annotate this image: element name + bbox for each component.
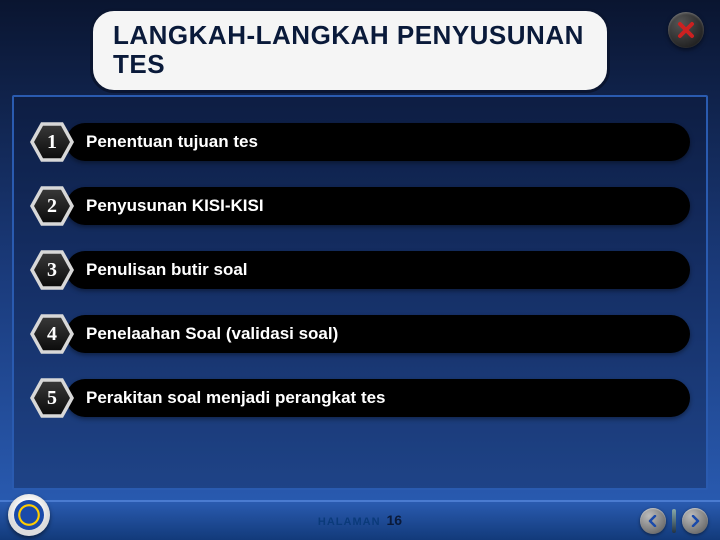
page-label-text: HALAMAN <box>318 516 381 528</box>
list-item: 1 Penentuan tujuan tes <box>30 120 690 164</box>
nav-separator <box>672 509 676 533</box>
step-label: Perakitan soal menjadi perangkat tes <box>66 379 690 417</box>
page-number: 16 <box>387 512 403 528</box>
page-indicator: HALAMAN 16 <box>318 512 402 528</box>
steps-list: 1 Penentuan tujuan tes 2 Penyusunan KISI… <box>30 120 690 440</box>
logo-icon <box>14 500 44 530</box>
nav-controls <box>640 508 708 534</box>
next-button[interactable] <box>682 508 708 534</box>
list-item: 4 Penelaahan Soal (validasi soal) <box>30 312 690 356</box>
list-item: 5 Perakitan soal menjadi perangkat tes <box>30 376 690 420</box>
step-label: Penyusunan KISI-KISI <box>66 187 690 225</box>
step-badge: 3 <box>30 248 74 292</box>
step-label: Penulisan butir soal <box>66 251 690 289</box>
page-title: LANGKAH-LANGKAH PENYUSUNAN TES <box>113 21 587 78</box>
list-item: 3 Penulisan butir soal <box>30 248 690 292</box>
chevron-left-icon <box>647 515 659 527</box>
step-badge: 4 <box>30 312 74 356</box>
list-item: 2 Penyusunan KISI-KISI <box>30 184 690 228</box>
step-label: Penelaahan Soal (validasi soal) <box>66 315 690 353</box>
title-box: LANGKAH-LANGKAH PENYUSUNAN TES <box>90 8 610 93</box>
step-badge: 1 <box>30 120 74 164</box>
step-badge: 2 <box>30 184 74 228</box>
close-button[interactable] <box>668 12 704 48</box>
chevron-right-icon <box>689 515 701 527</box>
step-label: Penentuan tujuan tes <box>66 123 690 161</box>
prev-button[interactable] <box>640 508 666 534</box>
step-badge: 5 <box>30 376 74 420</box>
logo <box>8 494 50 536</box>
close-icon <box>676 20 696 40</box>
